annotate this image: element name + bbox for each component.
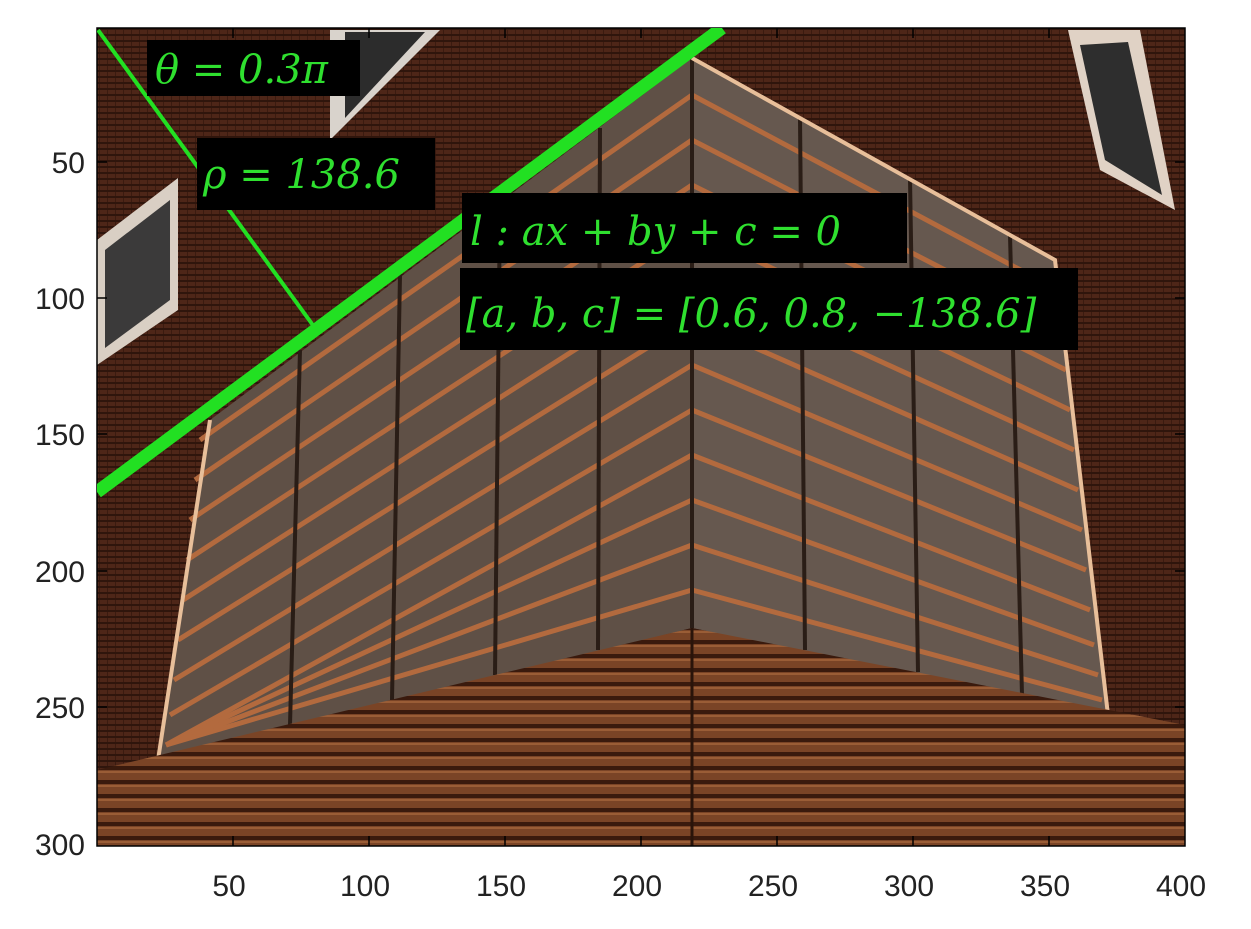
y-tick-label-200: 200 (35, 556, 85, 589)
theta-label: θ = 0.3π (155, 47, 329, 93)
x-tick-label-100: 100 (340, 870, 390, 903)
annotation-rho: ρ = 138.6 (197, 138, 435, 210)
line-equation-label: l : ax + by + c = 0 (470, 209, 841, 255)
annotation-line-equation: l : ax + by + c = 0 (462, 193, 907, 263)
x-tick-label-150: 150 (476, 870, 526, 903)
annotation-coefficients: [a, b, c] = [0.6, 0.8, −138.6] (460, 268, 1078, 350)
x-tick-label-50: 50 (212, 870, 245, 903)
annotation-theta: θ = 0.3π (147, 40, 360, 96)
x-tick-label-400: 400 (1156, 870, 1206, 903)
detected-line (97, 28, 726, 498)
y-tick-label-50: 50 (52, 147, 85, 180)
window-upper-left (97, 178, 178, 365)
y-tick-label-300: 300 (35, 829, 85, 862)
y-tick-labels: 50 100 150 200 250 300 (35, 147, 85, 862)
y-axis (97, 161, 1185, 708)
lower-cladding (97, 628, 1185, 846)
coefficients-label: [a, b, c] = [0.6, 0.8, −138.6] (466, 291, 1037, 337)
window-right (1068, 30, 1175, 210)
rho-label: ρ = 138.6 (202, 152, 400, 198)
x-axis (232, 28, 1050, 846)
x-tick-labels: 50 100 150 200 250 300 350 400 (212, 870, 1206, 903)
y-tick-label-250: 250 (35, 692, 85, 725)
x-tick-label-200: 200 (612, 870, 662, 903)
y-tick-label-150: 150 (35, 419, 85, 452)
x-tick-label-250: 250 (748, 870, 798, 903)
x-tick-label-350: 350 (1020, 870, 1070, 903)
y-tick-label-100: 100 (35, 283, 85, 316)
x-tick-label-300: 300 (884, 870, 934, 903)
